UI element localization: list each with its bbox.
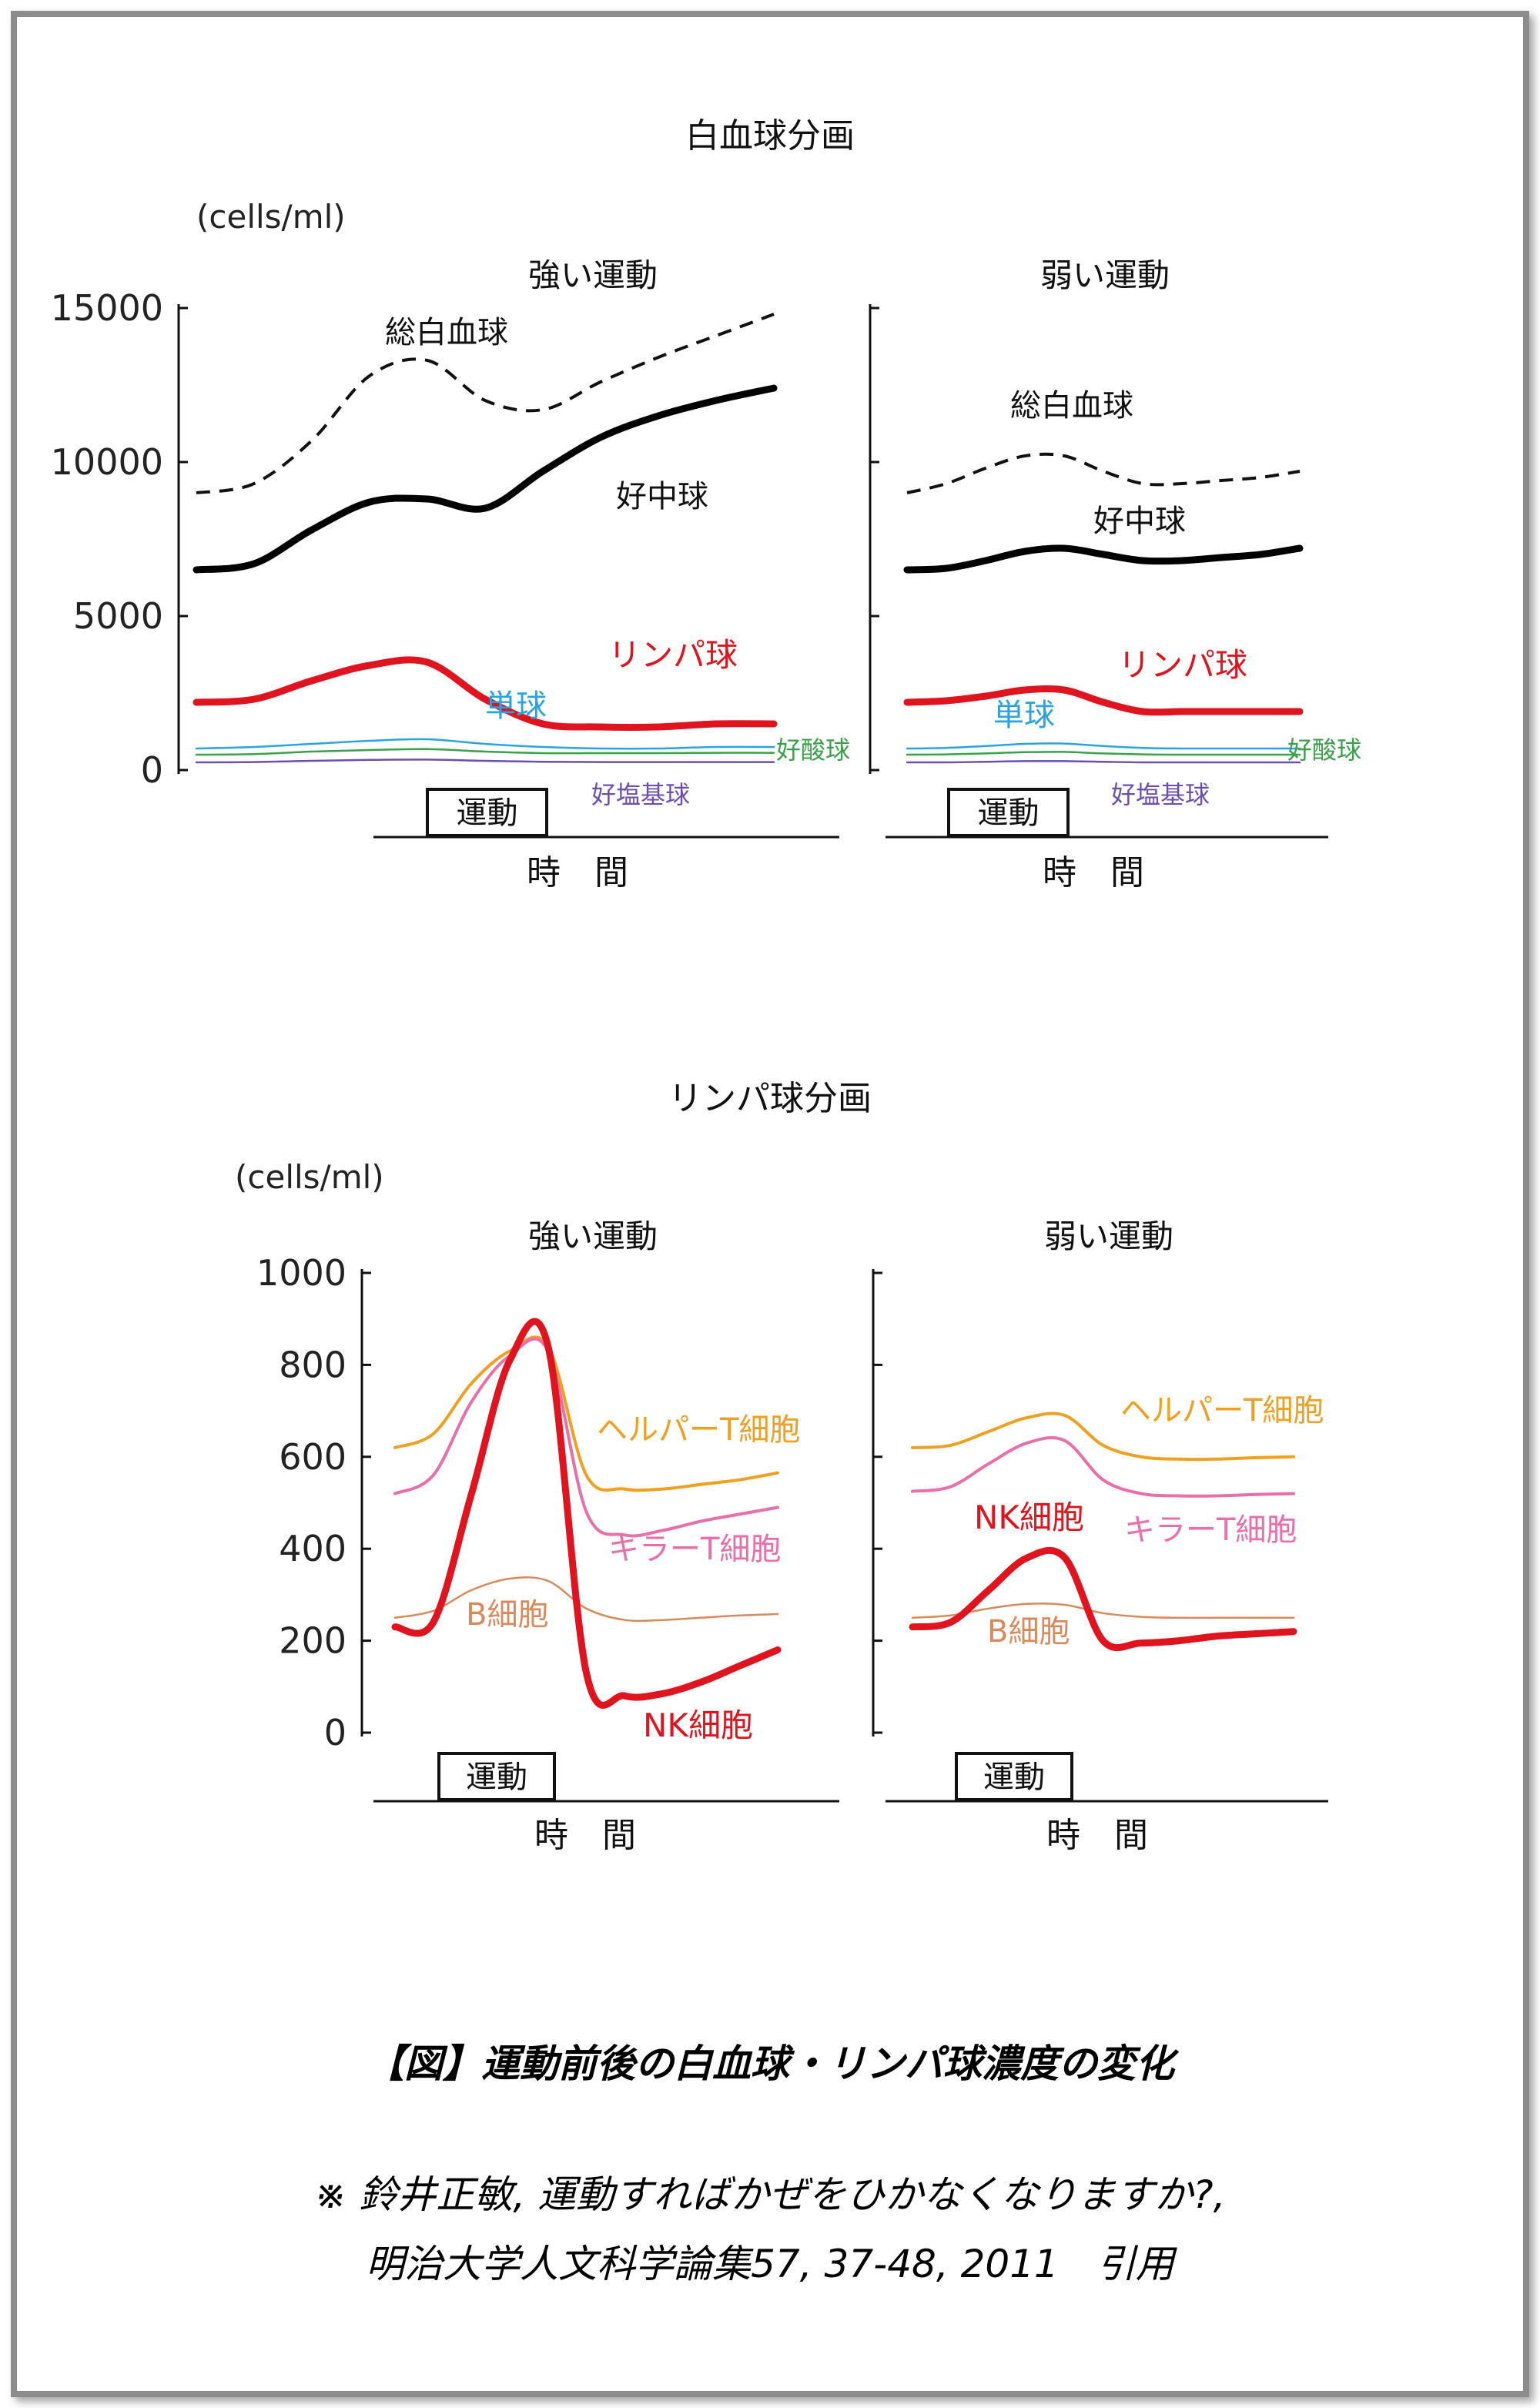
y-tick-label: 15000 <box>51 287 163 329</box>
unit-label: (cells/ml) <box>196 198 346 236</box>
series-label: B細胞 <box>466 1597 548 1633</box>
series-line <box>906 751 1301 756</box>
x-axis-label: 時 間 <box>527 853 628 893</box>
series-line <box>911 1436 1295 1498</box>
series-line <box>391 1318 782 1709</box>
x-axis-label: 時 間 <box>1043 853 1144 893</box>
wbc-section-title: 白血球分画 <box>685 116 855 156</box>
series-line <box>903 544 1304 574</box>
exercise-box <box>947 788 1070 837</box>
y-tick-label: 0 <box>324 1712 346 1753</box>
y-tick-label: 800 <box>279 1344 346 1385</box>
exercise-label: 運動 <box>978 795 1040 831</box>
y-tick-label: 200 <box>279 1620 346 1662</box>
series-label: 好中球 <box>1093 504 1186 539</box>
reference-line-1: ※ 鈴井正敏, 運動すればかぜをひかなくなりますか?, <box>314 2172 1226 2217</box>
figure-caption: 【図】運動前後の白血球・リンパ球濃度の変化 <box>366 2041 1174 2086</box>
series-line <box>393 1337 779 1538</box>
figure-frame <box>11 11 1529 2397</box>
series-line <box>195 748 775 756</box>
series-line <box>903 685 1304 716</box>
series-line <box>195 759 775 764</box>
panel-title: 強い運動 <box>528 1217 658 1255</box>
series-line <box>192 384 778 574</box>
y-tick-label: 0 <box>141 749 163 791</box>
reference-line-2: 明治大学人文科学論集57, 37-48, 2011 引用 <box>366 2242 1174 2286</box>
unit-label: (cells/ml) <box>235 1158 384 1196</box>
series-label: 好塩基球 <box>591 780 690 809</box>
chart-panel-1: 0 5000 10000 15000 (cells/ml) 強い運動総白血球好中球リンパ球… <box>51 198 850 893</box>
panel-title: 強い運動 <box>528 256 658 294</box>
series-line <box>906 760 1301 764</box>
series-label: 単球 <box>993 698 1055 733</box>
series-label: NK細胞 <box>643 1706 753 1744</box>
panel-title: 弱い運動 <box>1044 1217 1173 1255</box>
series-line <box>195 738 775 750</box>
exercise-label: 運動 <box>983 1760 1045 1795</box>
y-tick-label: 10000 <box>51 441 163 483</box>
wbc-charts: 050001000015000(cells/ml)強い運動総白血球好中球リンパ球… <box>51 198 1361 893</box>
series-line <box>911 1412 1295 1462</box>
y-tick-label: 400 <box>279 1528 346 1569</box>
series-line <box>906 452 1301 494</box>
lymphocyte-charts: 0 200 400 600 800 1000 (cells/ml) 強い運動ヘルパーT細胞キラ… <box>235 1158 1328 1855</box>
series-label: B細胞 <box>987 1614 1070 1649</box>
series-label: NK細胞 <box>974 1499 1084 1536</box>
series-label: 単球 <box>485 688 547 724</box>
series-line <box>192 656 778 732</box>
x-axis-label: 時 間 <box>1046 1816 1148 1855</box>
series-line <box>906 742 1301 750</box>
series-label: リンパ球 <box>608 636 738 674</box>
y-tick-label: 5000 <box>73 595 163 637</box>
exercise-box <box>426 788 548 837</box>
exercise-box <box>955 1752 1073 1801</box>
y-tick-label: 1000 <box>256 1252 346 1294</box>
exercise-box <box>437 1752 556 1801</box>
series-label: ヘルパーT細胞 <box>1120 1393 1324 1428</box>
series-label: キラーT細胞 <box>608 1532 781 1567</box>
series-line <box>909 1546 1297 1652</box>
chart-panel-3: 0 200 400 600 800 1000 (cells/ml) 強い運動ヘルパーT細胞キラ… <box>235 1158 839 1855</box>
series-label: 総白血球 <box>1010 388 1133 424</box>
exercise-label: 運動 <box>466 1760 527 1795</box>
series-label: 総白血球 <box>385 315 508 350</box>
exercise-label: 運動 <box>457 795 518 831</box>
panel-title: 弱い運動 <box>1040 256 1170 294</box>
series-label: 好塩基球 <box>1111 780 1210 809</box>
series-label: リンパ球 <box>1118 646 1247 684</box>
series-line <box>196 313 775 494</box>
series-label: ヘルパーT細胞 <box>597 1412 800 1448</box>
series-line <box>911 1603 1295 1619</box>
series-label: 好酸球 <box>776 735 850 765</box>
lymphocyte-section-title: リンパ球分画 <box>668 1079 872 1118</box>
series-line <box>393 1335 779 1492</box>
series-label: 好酸球 <box>1287 735 1361 765</box>
y-tick-label: 600 <box>279 1436 346 1478</box>
series-label: キラーT細胞 <box>1124 1512 1297 1548</box>
series-line <box>393 1576 779 1623</box>
x-axis-label: 時 間 <box>534 1816 636 1855</box>
series-label: 好中球 <box>616 479 708 514</box>
